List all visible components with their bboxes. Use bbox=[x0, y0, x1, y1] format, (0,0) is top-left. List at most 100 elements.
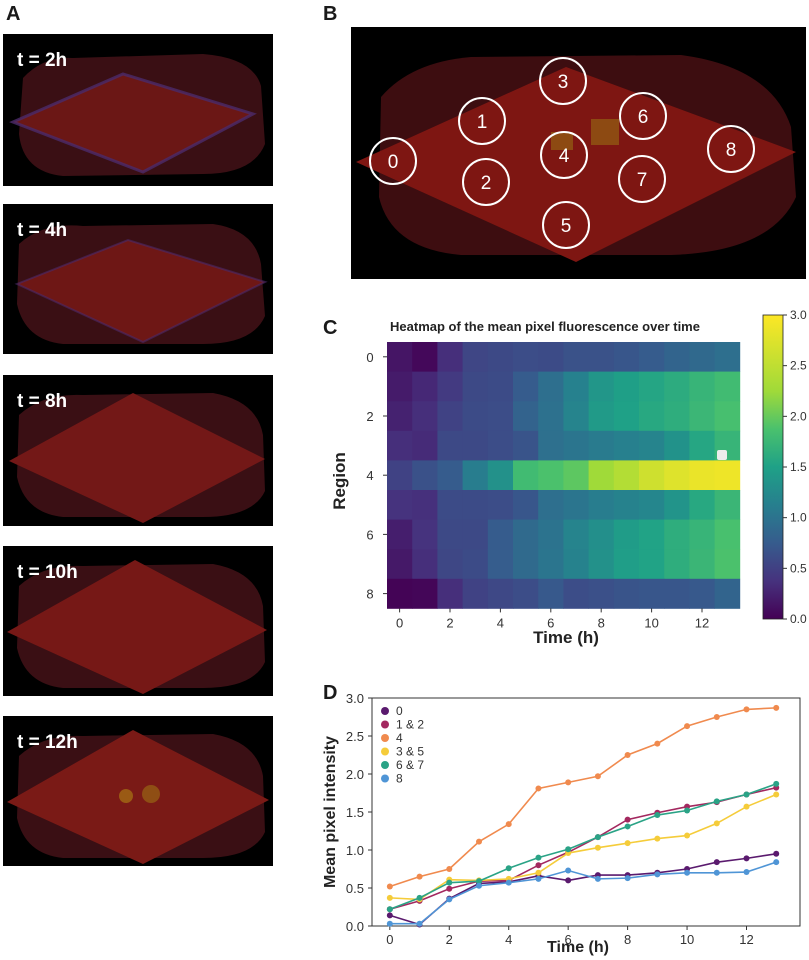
series-point bbox=[476, 838, 482, 845]
heatmap-cell bbox=[462, 549, 489, 580]
series-point bbox=[743, 706, 750, 713]
heatmap-cell bbox=[689, 401, 715, 432]
heatmap-cell bbox=[387, 430, 413, 461]
line-y-tick-label: 0.0 bbox=[346, 919, 364, 934]
legend-marker bbox=[381, 720, 389, 729]
region-label: 0 bbox=[388, 152, 399, 173]
heatmap-cell bbox=[664, 342, 690, 372]
heatmap-chart: Heatmap of the mean pixel fluorescence o… bbox=[330, 308, 807, 647]
legend-label: 1 & 2 bbox=[396, 718, 424, 732]
region-label: 2 bbox=[481, 173, 492, 194]
region-circle bbox=[369, 137, 417, 185]
series-point bbox=[505, 821, 512, 828]
heatmap-cell bbox=[538, 371, 564, 402]
heatmap-cell bbox=[588, 430, 615, 461]
heatmap-cell bbox=[538, 460, 564, 491]
series-point bbox=[386, 906, 393, 913]
heatmap-cell bbox=[387, 342, 413, 372]
heatmap-cell bbox=[437, 371, 463, 402]
heatmap-cell bbox=[563, 578, 589, 609]
heatmap-x-ticks: 0 2 4 6 8 10 12 bbox=[396, 608, 709, 630]
legend-marker bbox=[381, 707, 389, 715]
heatmap-cell bbox=[714, 519, 741, 550]
timepoint-image: t = 8h bbox=[3, 375, 273, 526]
series-point bbox=[386, 912, 393, 919]
heatmap-cell bbox=[639, 401, 665, 432]
heatmap-cell bbox=[588, 578, 615, 609]
heatmap-cell bbox=[387, 578, 413, 609]
heatmap-cell bbox=[639, 430, 665, 461]
heatmap-cell bbox=[538, 430, 564, 461]
legend-label: 3 & 5 bbox=[396, 745, 424, 759]
timepoint-image: t = 4h bbox=[3, 204, 273, 354]
heatmap-cell bbox=[714, 578, 741, 609]
colorbar-tick-label: 2.5 bbox=[790, 359, 807, 373]
heatmap-cell bbox=[437, 578, 463, 609]
series-line bbox=[389, 793, 777, 901]
legend-marker bbox=[381, 774, 389, 783]
line-x-tick-label: 6 bbox=[565, 932, 572, 947]
timepoint-image: t = 12h bbox=[3, 716, 273, 866]
heatmap-cells bbox=[387, 342, 741, 609]
heatmap-cell bbox=[714, 401, 741, 432]
legend-label: 8 bbox=[396, 772, 403, 786]
series-point bbox=[476, 882, 482, 889]
region-label: 1 bbox=[477, 112, 488, 133]
heatmap-cell bbox=[387, 549, 413, 580]
series-point bbox=[713, 859, 720, 866]
series-point bbox=[624, 752, 631, 758]
heatmap-cell bbox=[664, 430, 690, 461]
series-point bbox=[386, 883, 393, 890]
series-point bbox=[684, 832, 691, 839]
heatmap-cell bbox=[462, 430, 489, 461]
series-point bbox=[713, 714, 720, 720]
series-point bbox=[624, 823, 631, 830]
series-point bbox=[743, 869, 750, 876]
colorbar-tick-label: 2.0 bbox=[790, 409, 807, 423]
legend-marker bbox=[381, 734, 389, 742]
line-x-tick-label: 8 bbox=[624, 932, 631, 947]
heatmap-x-tick-label: 6 bbox=[547, 615, 554, 630]
series-point bbox=[535, 875, 542, 882]
heatmap-cell bbox=[563, 549, 589, 580]
colorbar-tick-label: 1.5 bbox=[790, 460, 807, 474]
heatmap-cell bbox=[412, 371, 438, 402]
colorbar-tick-label: 1.0 bbox=[790, 511, 807, 525]
heatmap-cell bbox=[613, 549, 640, 580]
line-x-tick-label: 2 bbox=[446, 932, 453, 947]
line-y-tick-label: 2.5 bbox=[346, 729, 364, 744]
heatmap-cell bbox=[588, 342, 615, 372]
heatmap-cell bbox=[487, 460, 514, 491]
region-label: 8 bbox=[726, 140, 737, 161]
colorbar-tick-label: 0.0 bbox=[790, 612, 807, 626]
colorbar-tick-label: 3.0 bbox=[790, 308, 807, 322]
heatmap-cell bbox=[689, 430, 715, 461]
heatmap-cell bbox=[563, 460, 589, 491]
line-chart: 0 2 4 6 8 10 12 0.00.51.01.52.02.53.0 01 & 243… bbox=[322, 691, 801, 956]
region-circle bbox=[539, 57, 587, 105]
legend-label: 0 bbox=[396, 704, 403, 718]
series-point bbox=[476, 878, 482, 885]
series-point bbox=[386, 920, 393, 927]
region-label: 5 bbox=[561, 216, 572, 237]
timepoint-label: t = 12h bbox=[17, 732, 78, 753]
heatmap-cell bbox=[462, 371, 489, 402]
line-x-tick-label: 10 bbox=[680, 932, 694, 947]
heatmap-cell bbox=[513, 460, 539, 491]
heatmap-cell bbox=[487, 549, 514, 580]
series-point bbox=[773, 704, 780, 711]
series-point bbox=[743, 791, 750, 798]
colorbar-tick-label: 0.5 bbox=[790, 561, 807, 575]
timepoint-image: t = 2h bbox=[3, 34, 273, 186]
series-point bbox=[773, 859, 780, 866]
line-x-ticks: 0 2 4 6 8 10 12 bbox=[386, 926, 754, 947]
heatmap-cell bbox=[639, 519, 665, 550]
line-x-tick-label: 12 bbox=[739, 932, 753, 947]
heatmap-cell bbox=[664, 578, 690, 609]
heatmap-x-tick-label: 0 bbox=[396, 615, 403, 630]
heatmap-cell bbox=[412, 401, 438, 432]
heatmap-cell bbox=[639, 549, 665, 580]
series-point bbox=[624, 840, 631, 847]
series-point bbox=[594, 834, 601, 841]
series-line bbox=[389, 783, 777, 911]
